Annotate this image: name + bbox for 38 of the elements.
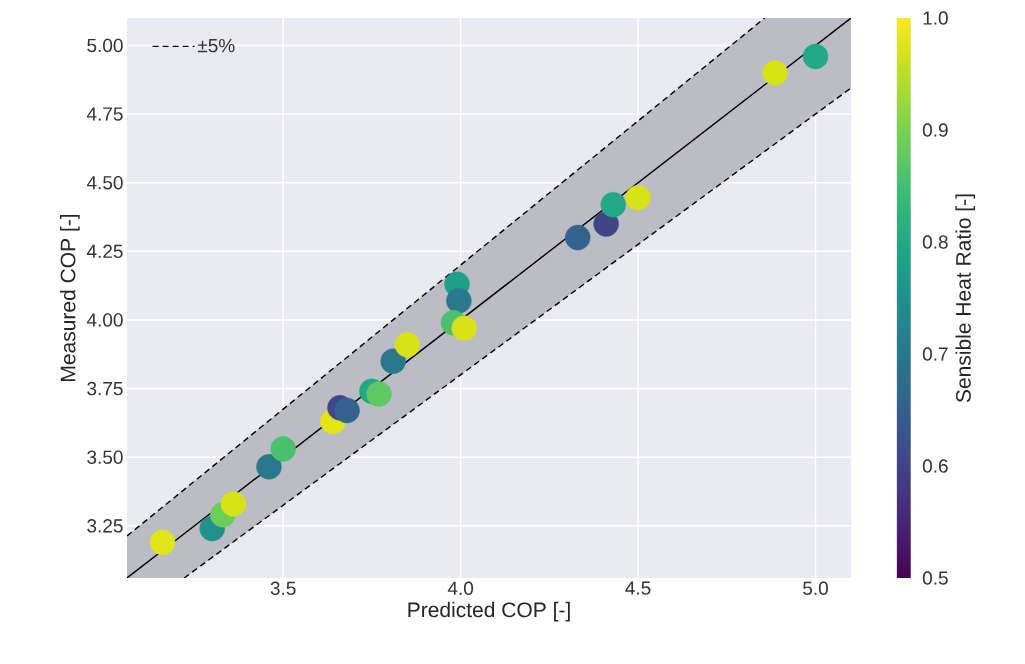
color-bar-label: 0.5	[922, 571, 948, 585]
x-tick-label: 4.5	[625, 581, 651, 595]
point	[366, 381, 392, 407]
y-tick-label: 4.25	[86, 244, 123, 259]
x-axis-title: Predicted COP [-]	[408, 601, 570, 622]
y-tick-label: 4.50	[86, 175, 123, 190]
point	[220, 491, 247, 517]
x-tick-label: 5.0	[803, 581, 828, 595]
color-bar-label: 0.6	[922, 459, 948, 473]
y-tick-label: 4.00	[86, 313, 123, 327]
y-axis-title: Measured COP [-]	[60, 214, 80, 381]
x-tick-label: 4.0	[447, 581, 474, 595]
point	[802, 43, 829, 70]
color-bar-label: 0.8	[922, 235, 948, 249]
point	[762, 60, 788, 86]
y-tick-label: 5.00	[87, 38, 123, 53]
point	[625, 185, 651, 211]
color-bar-label: 1.0	[923, 11, 948, 25]
y-tick-label: 3.25	[87, 519, 123, 533]
point	[451, 315, 477, 341]
point	[394, 331, 421, 358]
point	[565, 224, 591, 251]
point	[446, 288, 472, 314]
point	[593, 211, 619, 237]
point	[256, 454, 282, 480]
legend-label: ±5%	[197, 39, 235, 53]
color-bar-label: 0.9	[922, 123, 948, 137]
color-bar-label: 0.7	[922, 347, 948, 361]
y-tick-label: 3.50	[87, 450, 123, 464]
point	[380, 348, 406, 374]
point	[270, 436, 296, 462]
point	[600, 191, 626, 218]
x-tick-label: 3.5	[270, 581, 296, 595]
point	[149, 529, 176, 556]
point	[334, 397, 360, 424]
color-bar-title: Sensible Heat Ratio [-]	[955, 194, 976, 403]
y-tick-label: 4.75	[86, 107, 123, 121]
y-tick-label: 3.75	[87, 381, 123, 396]
